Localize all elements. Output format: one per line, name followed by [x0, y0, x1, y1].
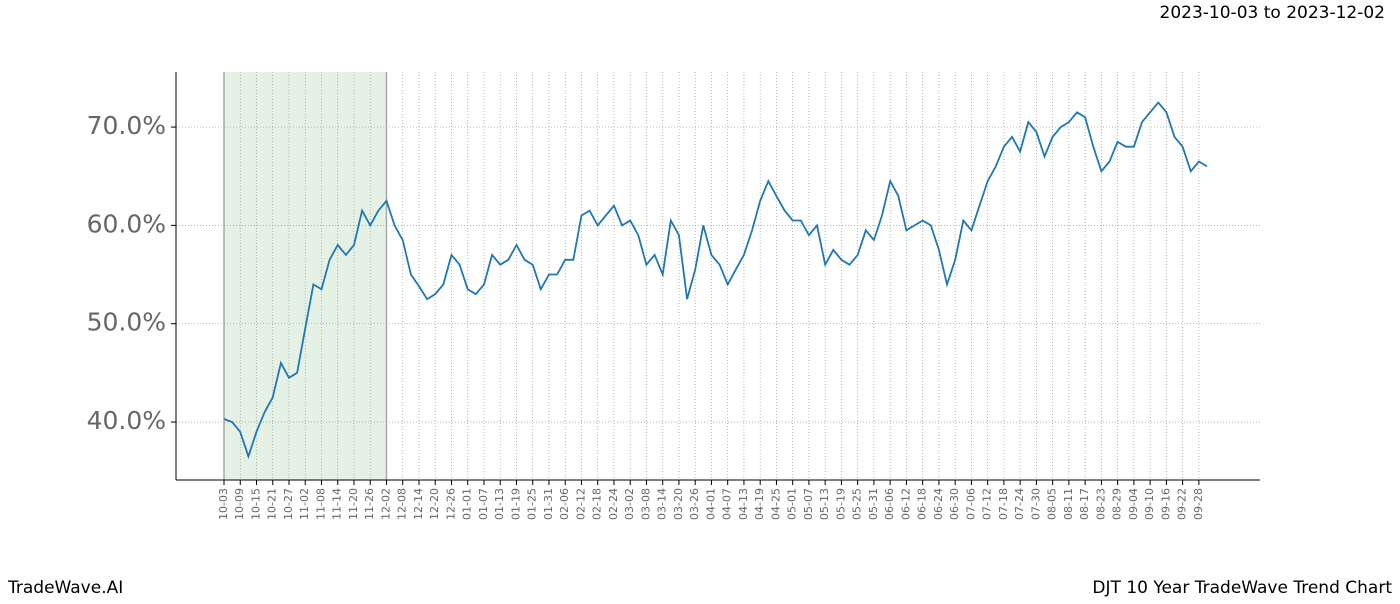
x-tick-label: 01-07	[477, 488, 490, 520]
x-tick-label: 06-06	[883, 488, 896, 520]
x-tick-label: 03-08	[639, 488, 652, 520]
x-tick-label: 11-20	[347, 488, 360, 520]
x-tick-label: 05-07	[802, 488, 815, 520]
y-tick-label: 60.0%	[87, 209, 166, 238]
y-tick-label: 50.0%	[87, 308, 166, 337]
x-tick-label: 09-16	[1159, 488, 1172, 520]
x-tick-label: 09-10	[1143, 488, 1156, 520]
x-tick-label: 01-19	[509, 488, 522, 520]
x-tick-label: 04-01	[704, 488, 717, 520]
x-tick-label: 01-13	[493, 488, 506, 520]
x-tick-label: 01-01	[461, 488, 474, 520]
x-tick-label: 10-03	[217, 488, 230, 520]
x-tick-label: 02-12	[574, 488, 587, 520]
y-tick-label: 70.0%	[87, 111, 166, 140]
x-tick-label: 06-18	[916, 488, 929, 520]
x-tick-label: 03-26	[688, 488, 701, 520]
x-tick-label: 01-31	[542, 488, 555, 520]
x-tick-label: 07-06	[964, 488, 977, 520]
x-tick-label: 09-04	[1127, 488, 1140, 520]
footer-right: DJT 10 Year TradeWave Trend Chart	[1092, 578, 1392, 598]
x-tick-label: 12-26	[444, 488, 457, 520]
x-tick-label: 04-25	[769, 488, 782, 520]
x-tick-label: 06-12	[899, 488, 912, 520]
x-tick-label: 12-14	[412, 488, 425, 520]
x-tick-label: 09-22	[1176, 488, 1189, 520]
x-tick-label: 05-13	[818, 488, 831, 520]
x-tick-label: 03-20	[672, 488, 685, 520]
x-tick-label: 12-08	[396, 488, 409, 520]
x-tick-label: 10-15	[249, 488, 262, 520]
x-tick-label: 07-30	[1029, 488, 1042, 520]
chart-title: 2023-10-03 to 2023-12-02	[1160, 3, 1385, 23]
x-tick-label: 08-23	[1094, 488, 1107, 520]
x-tick-label: 10-21	[266, 488, 279, 520]
x-tick-label: 05-25	[851, 488, 864, 520]
x-tick-label: 04-07	[721, 488, 734, 520]
x-tick-label: 05-19	[834, 488, 847, 520]
x-tick-label: 05-31	[867, 488, 880, 520]
x-tick-label: 02-06	[558, 488, 571, 520]
x-tick-label: 11-14	[331, 488, 344, 520]
x-tick-label: 06-24	[932, 488, 945, 520]
x-tick-label: 04-19	[753, 488, 766, 520]
x-tick-label: 06-30	[948, 488, 961, 520]
x-tick-label: 09-28	[1192, 488, 1205, 520]
x-tick-label: 11-02	[298, 488, 311, 520]
x-tick-label: 08-05	[1046, 488, 1059, 520]
x-tick-label: 11-08	[314, 488, 327, 520]
y-tick-label: 40.0%	[87, 406, 166, 435]
x-tick-label: 04-13	[737, 488, 750, 520]
x-tick-label: 05-01	[786, 488, 799, 520]
x-tick-label: 07-24	[1013, 488, 1026, 520]
x-tick-label: 08-17	[1078, 488, 1091, 520]
x-tick-label: 08-11	[1062, 488, 1075, 520]
x-tick-label: 07-18	[997, 488, 1010, 520]
footer-left: TradeWave.AI	[7, 578, 123, 598]
x-tick-label: 03-14	[656, 488, 669, 520]
x-tick-label: 03-02	[623, 488, 636, 520]
x-tick-label: 12-20	[428, 488, 441, 520]
x-tick-label: 10-09	[233, 488, 246, 520]
x-tick-label: 08-29	[1111, 488, 1124, 520]
x-tick-label: 07-12	[981, 488, 994, 520]
x-tick-label: 11-26	[363, 488, 376, 520]
x-tick-label: 12-02	[379, 488, 392, 520]
x-tick-label: 10-27	[282, 488, 295, 520]
x-tick-label: 02-24	[607, 488, 620, 520]
x-tick-label: 02-18	[591, 488, 604, 520]
x-tick-label: 01-25	[526, 488, 539, 520]
series-line	[223, 101, 1208, 460]
